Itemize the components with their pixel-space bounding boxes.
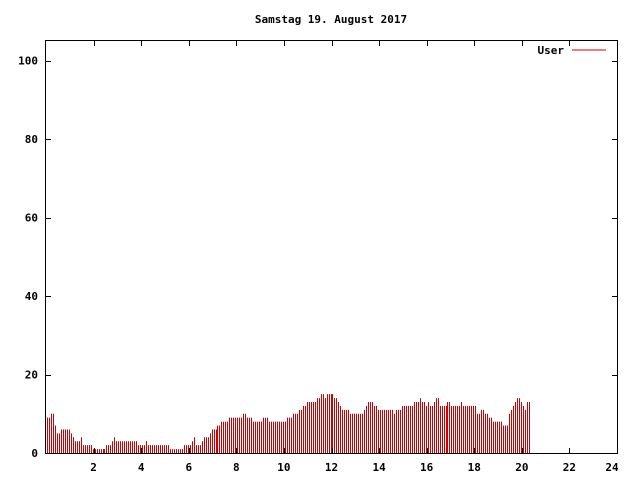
y-tick-label: 100 — [18, 55, 38, 68]
x-tick-label: 4 — [138, 461, 145, 474]
x-tick-label: 20 — [515, 461, 528, 474]
bar-series-user — [47, 394, 530, 453]
x-tick-label: 14 — [372, 461, 386, 474]
x-tick-label: 22 — [563, 461, 576, 474]
x-tick-label: 12 — [325, 461, 338, 474]
x-tick-label: 24 — [605, 461, 619, 474]
x-tick-label: 2 — [90, 461, 97, 474]
legend-label-user: User — [538, 44, 565, 57]
y-tick-label: 80 — [25, 133, 38, 146]
y-tick-label: 0 — [31, 447, 38, 460]
x-tick-label: 16 — [420, 461, 434, 474]
x-tick-label: 18 — [468, 461, 481, 474]
y-tick-label: 40 — [25, 290, 38, 303]
y-tick-label: 60 — [25, 212, 38, 225]
x-tick-label: 6 — [185, 461, 192, 474]
y-tick-label: 20 — [25, 369, 38, 382]
x-axis: 2 4 6 8 10 12 14 16 18 20 22 24 — [90, 41, 619, 474]
plot-frame — [45, 40, 618, 454]
legend: User — [538, 44, 606, 57]
x-tick-label: 10 — [277, 461, 290, 474]
chart-title: Samstag 19. August 2017 — [255, 13, 407, 26]
y-axis: 0 20 40 60 80 100 — [18, 55, 617, 460]
x-tick-label: 8 — [233, 461, 240, 474]
